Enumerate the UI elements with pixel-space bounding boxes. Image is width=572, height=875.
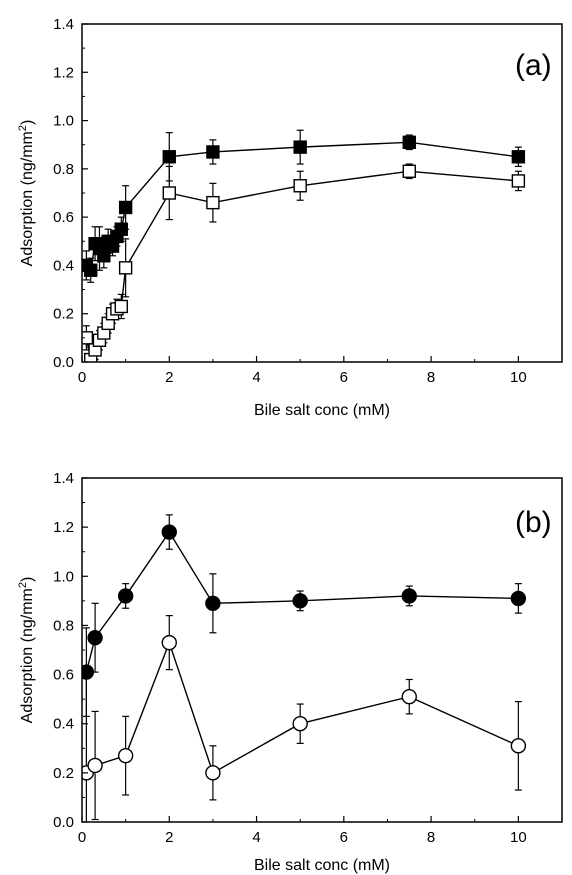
panel-a-plot-area <box>82 129 526 362</box>
panel-b: 0 2 4 6 8 10 0.0 0.2 0.4 0.6 0.8 1.0 1.2 1.4 (b) Bile… <box>17 470 563 874</box>
panel-b-x-tick-label: 6 <box>340 829 348 846</box>
panel-a-y-axis-title-end: ) <box>19 120 36 125</box>
panel-a-series-open-square-point <box>511 174 526 188</box>
panel-b-series-open-circle-point <box>205 765 221 781</box>
panel-b-series-filled-circle-line <box>85 530 519 673</box>
panel-a-y-tick-label: 0.4 <box>53 257 74 274</box>
panel-b-plot-area <box>82 514 527 822</box>
panel-a-series-open-square-point <box>206 195 220 210</box>
panel-b-series-filled-circle-point <box>161 524 177 540</box>
panel-b-series-filled-circle-point <box>510 590 527 607</box>
panel-a-marks <box>82 129 526 362</box>
panel-b-x-tick-label: 8 <box>427 829 435 846</box>
panel-a-series-filled-square-point <box>206 145 220 159</box>
panel-b-y-tick-label: 0.2 <box>53 765 74 782</box>
panel-a-series-open-square-point <box>118 261 133 275</box>
panel-a-y-axis-title: Adsorption (ng/mm2) <box>17 120 36 267</box>
panel-b-series-open-circle-point <box>401 688 417 705</box>
panel-b-series-open-circle-point <box>510 738 527 754</box>
panel-b-y-tick-label: 1.0 <box>53 568 74 585</box>
panel-b-series-open-circle-line <box>85 640 519 774</box>
panel-a-series-filled-square-point <box>511 150 526 164</box>
panel-a-y-tick-label: 1.4 <box>53 16 74 33</box>
panel-a-series-open-square-line <box>85 170 519 362</box>
panel-a-y-axis-title-sup: 2 <box>17 125 29 131</box>
panel-a-y-tick-label: 1.0 <box>53 113 74 130</box>
panel-a-y-tick-label: 0.8 <box>53 161 74 178</box>
panel-a-x-axis-title: Bile salt conc (mM) <box>254 402 390 419</box>
panel-b-series-open-circle-point <box>292 716 308 732</box>
panel-b-series-filled-circle-point <box>401 588 417 604</box>
panel-a-x-tick-label: 0 <box>78 369 86 386</box>
panel-b-label: (b) <box>515 506 552 539</box>
panel-a-series-filled-square <box>82 129 526 283</box>
panel-b-series-open-circle <box>82 614 527 822</box>
panel-a-y-tick-label: 0.6 <box>53 209 74 226</box>
panel-a-series-open-square <box>82 163 526 362</box>
panel-a-x-tick-label: 6 <box>340 369 348 386</box>
panel-b-ticks: 0 2 4 6 8 10 0.0 0.2 0.4 0.6 0.8 1.0 1.2 1.4 <box>53 470 527 846</box>
panel-b-series-filled-circle-point <box>205 595 221 612</box>
panel-a-ticks: 0 2 4 6 8 10 0.0 0.2 0.4 0.6 0.8 1.0 1.2 1.4 <box>53 16 527 386</box>
panel-a-series-open-square-point <box>293 179 307 193</box>
panel-a-series-filled-square-point <box>162 150 176 164</box>
panel-b-y-axis-title-main: Adsorption (ng/mm <box>19 588 36 723</box>
panel-b-y-tick-label: 0.4 <box>53 716 74 733</box>
panel-b-x-tick-label: 2 <box>165 829 173 846</box>
panel-a-y-tick-label: 1.2 <box>53 64 74 81</box>
panel-a-series-open-square-point <box>162 186 176 200</box>
panel-b-series-open-circle-point <box>117 747 134 764</box>
panel-b-y-axis-title-sup: 2 <box>17 582 29 588</box>
panel-b-series-open-circle-point <box>87 757 103 774</box>
panel-b-series-filled-circle-point <box>117 588 134 604</box>
panel-a-series-open-square-point <box>402 164 416 178</box>
panel-b-series-filled-circle-point <box>292 593 308 609</box>
panel-a-y-tick-label: 0.0 <box>53 354 74 371</box>
panel-a-x-tick-label: 10 <box>510 369 527 386</box>
panel-b-x-tick-label: 10 <box>510 829 527 846</box>
panel-a: 0 2 4 6 8 10 0.0 0.2 0.4 0.6 0.8 1.0 1.2 1.4 (a) Bile… <box>17 16 563 419</box>
panel-a-series-filled-square-line <box>85 141 519 272</box>
panel-a-series-filled-square-point <box>293 140 307 154</box>
panel-a-series-open-square-point <box>114 299 128 314</box>
panel-a-x-tick-label: 4 <box>252 369 260 386</box>
panel-a-series-filled-square-point <box>114 222 128 236</box>
panel-b-y-tick-label: 0.6 <box>53 667 74 684</box>
panel-b-x-axis-title: Bile salt conc (mM) <box>254 857 390 874</box>
panel-a-series-filled-square-point <box>84 263 98 277</box>
panel-a-x-tick-label: 8 <box>427 369 435 386</box>
panel-b-x-tick-label: 4 <box>252 829 260 846</box>
panel-a-series-filled-square-point <box>402 135 416 150</box>
panel-a-y-tick-label: 0.2 <box>53 306 74 323</box>
panel-a-plot-frame <box>81 23 563 363</box>
panel-b-plot-frame <box>81 477 563 823</box>
panel-b-series-filled-circle <box>82 514 527 717</box>
panel-b-series-open-circle-point <box>161 634 177 651</box>
panel-b-series-filled-circle-point <box>87 630 103 646</box>
panel-a-series-open-square-point <box>82 331 94 345</box>
panel-b-y-tick-label: 1.4 <box>53 470 74 487</box>
panel-b-y-tick-label: 0.8 <box>53 617 74 634</box>
panel-a-y-axis-title-main: Adsorption (ng/mm <box>19 131 36 266</box>
panel-b-marks <box>82 514 527 822</box>
panel-b-y-axis-title-end: ) <box>19 577 36 582</box>
panel-b-y-axis-title: Adsorption (ng/mm2) <box>17 577 36 724</box>
panel-b-y-tick-label: 1.2 <box>53 519 74 536</box>
panel-b-x-tick-label: 0 <box>78 829 86 846</box>
panel-a-series-filled-square-point <box>118 200 133 215</box>
panel-b-y-tick-label: 0.0 <box>53 814 74 831</box>
panel-a-label: (a) <box>515 49 552 82</box>
panel-a-x-tick-label: 2 <box>165 369 173 386</box>
